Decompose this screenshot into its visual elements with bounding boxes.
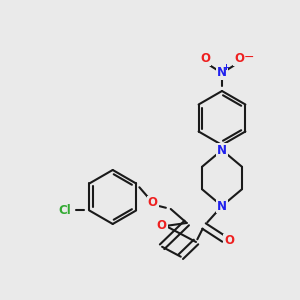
Text: −: −: [244, 50, 254, 64]
Text: O: O: [148, 196, 158, 209]
Text: O: O: [224, 235, 234, 248]
Text: +: +: [223, 64, 230, 73]
Text: N: N: [217, 67, 227, 80]
Text: O: O: [157, 219, 167, 232]
Text: O: O: [234, 52, 244, 65]
Text: O: O: [200, 52, 210, 65]
Text: N: N: [217, 143, 227, 157]
Text: Cl: Cl: [58, 204, 71, 217]
Text: N: N: [217, 200, 227, 212]
